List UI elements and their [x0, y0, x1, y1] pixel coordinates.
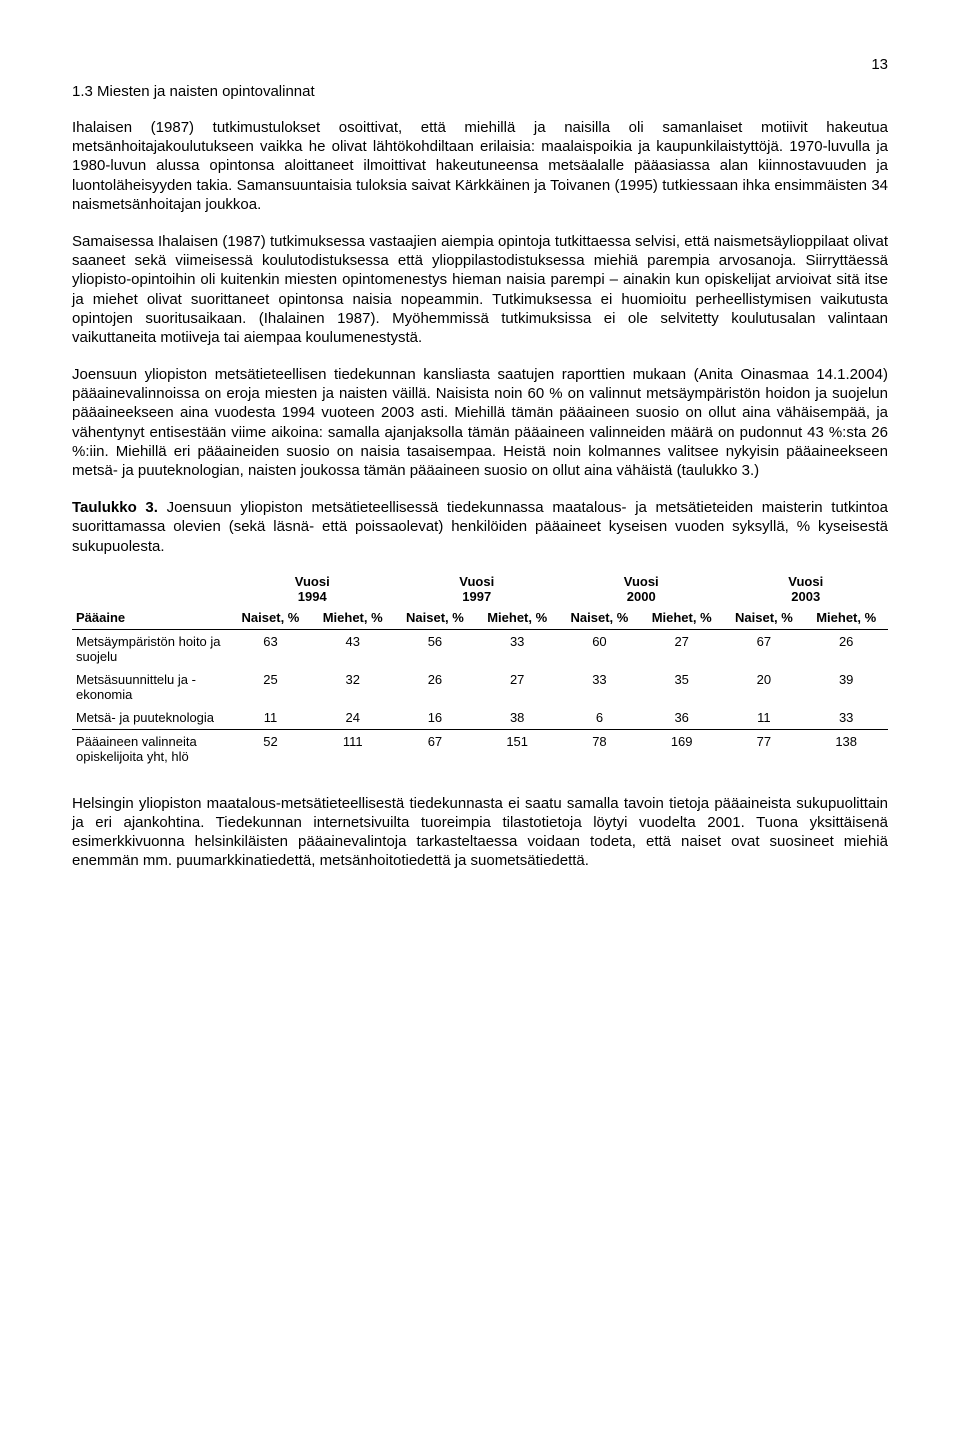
cell: 39: [804, 668, 888, 706]
table-row: Metsäympäristön hoito ja suojelu 63 43 5…: [72, 629, 888, 668]
cell: 138: [804, 729, 888, 768]
table-row: Metsäsuunnittelu ja -ekonomia 25 32 26 2…: [72, 668, 888, 706]
cell: 151: [475, 729, 559, 768]
row-label: Metsäsuunnittelu ja -ekonomia: [72, 668, 230, 706]
row-label: Metsäympäristön hoito ja suojelu: [72, 629, 230, 668]
cell: 32: [311, 668, 395, 706]
cell: 24: [311, 706, 395, 730]
row-label: Metsä- ja puuteknologia: [72, 706, 230, 730]
cell: 6: [559, 706, 640, 730]
table-header-row: Pääaine Naiset, % Miehet, % Naiset, % Mi…: [72, 606, 888, 630]
col-subject: Pääaine: [72, 606, 230, 630]
cell: 169: [640, 729, 724, 768]
year-value: 1994: [298, 589, 327, 604]
year-label: Vuosi: [788, 574, 823, 589]
cell: 11: [723, 706, 804, 730]
col-female: Naiset, %: [723, 606, 804, 630]
cell: 36: [640, 706, 724, 730]
cell: 33: [804, 706, 888, 730]
cell: 26: [394, 668, 475, 706]
year-value: 2000: [627, 589, 656, 604]
cell: 35: [640, 668, 724, 706]
cell: 25: [230, 668, 311, 706]
table-body: Metsäympäristön hoito ja suojelu 63 43 5…: [72, 629, 888, 768]
body-paragraph: Samaisessa Ihalaisen (1987) tutkimuksess…: [72, 232, 888, 347]
year-label: Vuosi: [295, 574, 330, 589]
cell: 67: [723, 629, 804, 668]
year-label: Vuosi: [624, 574, 659, 589]
cell: 63: [230, 629, 311, 668]
cell: 111: [311, 729, 395, 768]
table-caption: Taulukko 3. Joensuun yliopiston metsätie…: [72, 498, 888, 556]
cell: 67: [394, 729, 475, 768]
page-number: 13: [72, 56, 888, 73]
table-total-row: Pääaineen valinneita opiskelijoita yht, …: [72, 729, 888, 768]
cell: 60: [559, 629, 640, 668]
year-label: Vuosi: [459, 574, 494, 589]
col-female: Naiset, %: [559, 606, 640, 630]
cell: 27: [475, 668, 559, 706]
cell: 78: [559, 729, 640, 768]
year-value: 2003: [791, 589, 820, 604]
cell: 43: [311, 629, 395, 668]
table-year-row: Vuosi1994 Vuosi1997 Vuosi2000 Vuosi2003: [72, 570, 888, 606]
body-paragraph: Helsingin yliopiston maatalous-metsätiet…: [72, 794, 888, 871]
cell: 33: [475, 629, 559, 668]
cell: 56: [394, 629, 475, 668]
subject-table: Vuosi1994 Vuosi1997 Vuosi2000 Vuosi2003 …: [72, 570, 888, 768]
cell: 77: [723, 729, 804, 768]
body-paragraph: Ihalaisen (1987) tutkimustulokset osoitt…: [72, 118, 888, 214]
cell: 33: [559, 668, 640, 706]
table-caption-text: Joensuun yliopiston metsätieteellisessä …: [72, 499, 888, 554]
cell: 38: [475, 706, 559, 730]
col-male: Miehet, %: [804, 606, 888, 630]
cell: 11: [230, 706, 311, 730]
body-paragraph: Joensuun yliopiston metsätieteellisen ti…: [72, 365, 888, 480]
table-caption-label: Taulukko 3.: [72, 499, 158, 516]
row-label: Pääaineen valinneita opiskelijoita yht, …: [72, 729, 230, 768]
table-row: Metsä- ja puuteknologia 11 24 16 38 6 36…: [72, 706, 888, 730]
year-value: 1997: [462, 589, 491, 604]
cell: 20: [723, 668, 804, 706]
cell: 26: [804, 629, 888, 668]
section-heading: 1.3 Miesten ja naisten opintovalinnat: [72, 83, 888, 100]
cell: 27: [640, 629, 724, 668]
cell: 52: [230, 729, 311, 768]
col-male: Miehet, %: [475, 606, 559, 630]
col-female: Naiset, %: [394, 606, 475, 630]
cell: 16: [394, 706, 475, 730]
col-male: Miehet, %: [311, 606, 395, 630]
col-female: Naiset, %: [230, 606, 311, 630]
col-male: Miehet, %: [640, 606, 724, 630]
